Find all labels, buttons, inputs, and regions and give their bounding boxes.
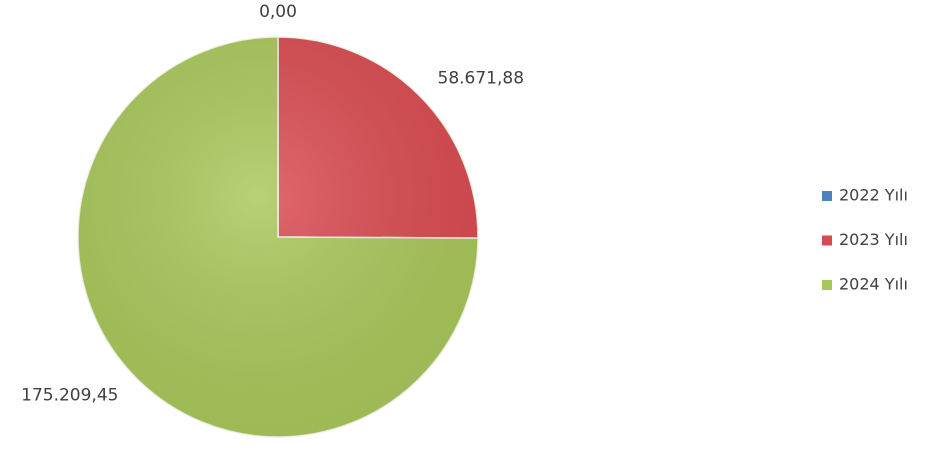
legend-swatch: [822, 235, 832, 246]
legend-label: 2023 Yılı: [839, 230, 908, 249]
legend-swatch: [822, 280, 832, 290]
data-label: 175.209,45: [21, 386, 118, 406]
legend: 2022 Yılı 2023 Yılı 2024 Yılı: [822, 186, 908, 294]
legend-label: 2022 Yılı: [839, 186, 908, 205]
data-label: 58.671,88: [438, 68, 525, 88]
pie-slice: [277, 36, 479, 239]
legend-swatch: [822, 191, 832, 201]
legend-label: 2024 Yılı: [839, 275, 908, 294]
data-label: 0,00: [259, 2, 297, 22]
